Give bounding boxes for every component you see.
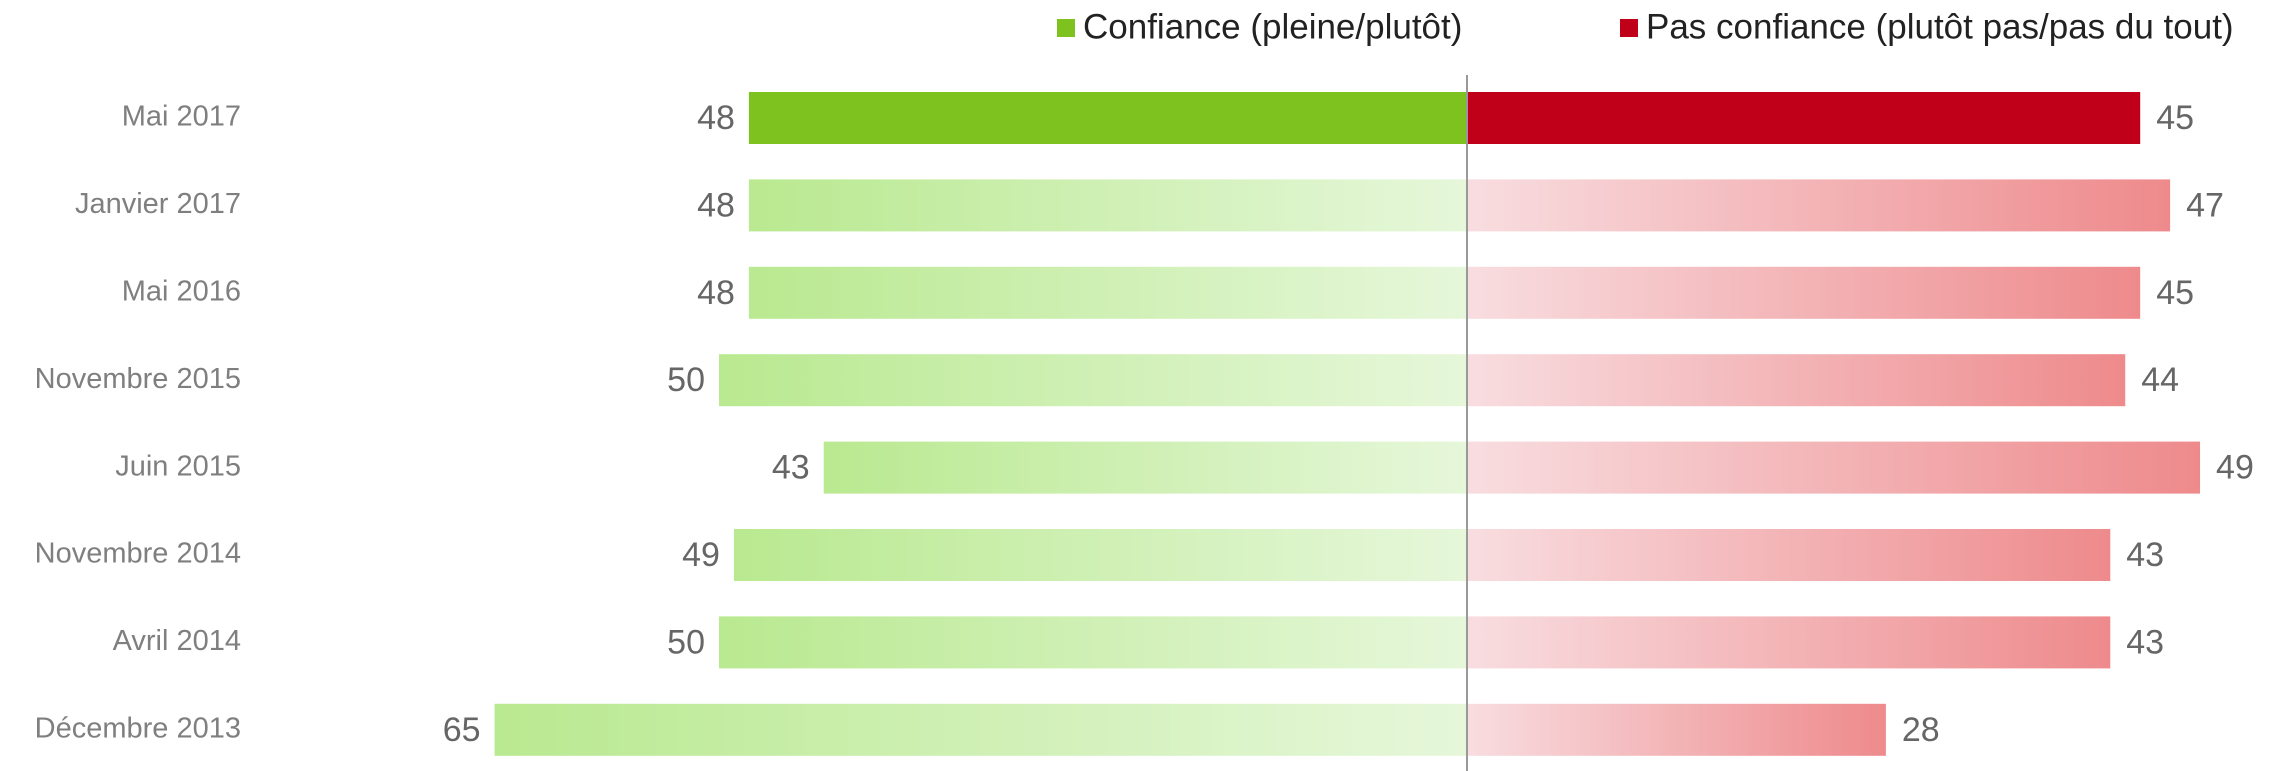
bar [494, 703, 1468, 756]
value-label: 44 [2141, 361, 2179, 399]
bar [823, 441, 1467, 494]
category-label: Novembre 2015 [35, 363, 241, 395]
value-label: 43 [772, 449, 810, 487]
bar [1467, 354, 2126, 407]
legend-label: Pas confiance (plutôt pas/pas du tout) [1646, 7, 2234, 46]
bar [1467, 179, 2171, 232]
value-label: 49 [682, 536, 720, 574]
value-label: 45 [2156, 99, 2194, 137]
value-label: 43 [2126, 623, 2164, 661]
bar [1467, 92, 2141, 144]
value-label: 28 [1902, 711, 1940, 749]
value-label: 65 [443, 711, 481, 749]
category-label: Avril 2014 [113, 625, 241, 657]
value-label: 47 [2186, 186, 2224, 224]
category-label: Juin 2015 [115, 450, 241, 482]
bar [1467, 441, 2201, 494]
legend-swatch [1057, 19, 1075, 37]
value-label: 43 [2126, 536, 2164, 574]
bar [1467, 266, 2141, 319]
category-label: Mai 2016 [122, 275, 241, 307]
category-label: Décembre 2013 [35, 712, 241, 744]
bar [719, 354, 1467, 407]
value-label: 50 [667, 361, 705, 399]
value-label: 45 [2156, 274, 2194, 312]
bar [733, 529, 1467, 581]
value-label: 50 [667, 623, 705, 661]
category-label: Novembre 2014 [35, 538, 241, 570]
bar [1467, 703, 1886, 756]
category-label: Janvier 2017 [75, 188, 241, 220]
value-label: 48 [697, 186, 735, 224]
bar [1467, 616, 2111, 669]
bar [748, 179, 1467, 232]
bar [748, 92, 1467, 144]
category-label: Mai 2017 [122, 101, 241, 133]
legend-swatch [1620, 19, 1638, 37]
value-label: 48 [697, 274, 735, 312]
bar [719, 616, 1467, 669]
legend-label: Confiance (pleine/plutôt) [1083, 7, 1462, 46]
bar [1467, 529, 2111, 581]
value-label: 49 [2216, 449, 2254, 487]
bar [748, 266, 1467, 319]
value-label: 48 [697, 99, 735, 137]
